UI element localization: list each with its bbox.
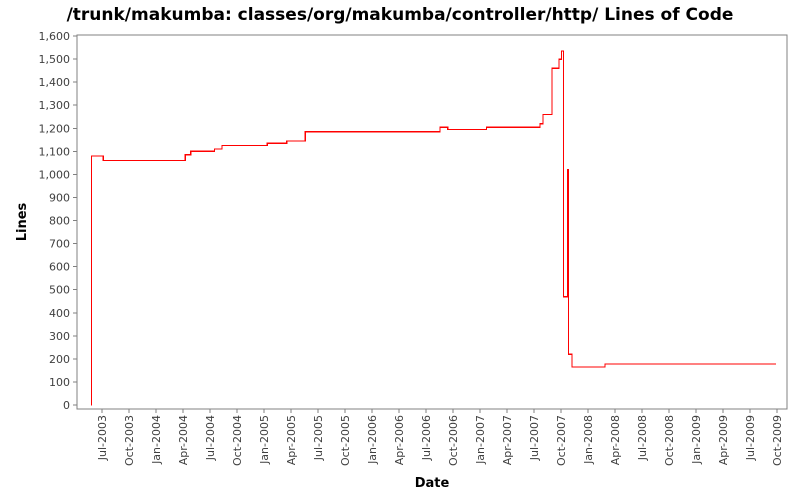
y-tick-label: 600 [49, 261, 70, 274]
x-tick-label: Oct-2006 [447, 415, 460, 466]
x-tick-label: Jul-2008 [636, 415, 649, 461]
x-tick-label: Jan-2009 [690, 415, 703, 465]
y-tick-label: 1,000 [39, 168, 71, 181]
x-tick-label: Oct-2007 [555, 415, 568, 466]
y-tick-label: 1,100 [39, 145, 71, 158]
y-tick-label: 300 [49, 330, 70, 343]
x-tick-label: Jul-2005 [312, 415, 325, 461]
chart-title: /trunk/makumba: classes/org/makumba/cont… [66, 5, 734, 25]
y-tick-label: 500 [49, 284, 70, 297]
y-tick-label: 1,300 [39, 99, 71, 112]
x-tick-label: Jul-2004 [204, 415, 217, 461]
x-tick-label: Oct-2003 [123, 415, 136, 466]
x-tick-label: Jan-2008 [582, 415, 595, 465]
y-tick-label: 1,400 [39, 76, 71, 89]
x-tick-label: Jul-2003 [96, 415, 109, 461]
y-tick-label: 100 [49, 376, 70, 389]
x-tick-label: Oct-2004 [231, 415, 244, 466]
x-tick-label: Apr-2004 [177, 415, 190, 465]
x-tick-label: Apr-2008 [609, 415, 622, 465]
y-tick-label: 1,500 [39, 53, 71, 66]
x-tick-label: Jan-2005 [258, 415, 271, 465]
x-tick-label: Oct-2008 [663, 415, 676, 466]
y-tick-label: 1,200 [39, 122, 71, 135]
y-tick-label: 900 [49, 191, 70, 204]
y-tick-label: 1,600 [39, 30, 71, 43]
x-tick-label: Apr-2005 [285, 415, 298, 465]
x-tick-label: Oct-2009 [771, 415, 784, 466]
x-tick-label: Jan-2007 [474, 415, 487, 465]
x-tick-label: Jan-2004 [150, 415, 163, 465]
x-tick-label: Oct-2005 [339, 415, 352, 466]
y-tick-label: 700 [49, 238, 70, 251]
y-tick-label: 400 [49, 307, 70, 320]
y-axis-title: Lines [15, 202, 30, 241]
x-tick-label: Apr-2007 [501, 415, 514, 465]
y-tick-label: 200 [49, 353, 70, 366]
y-tick-label: 800 [49, 215, 70, 228]
x-tick-label: Jul-2009 [744, 415, 757, 461]
plot-frame [76, 34, 788, 410]
y-tick-label: 0 [63, 399, 70, 412]
x-tick-label: Apr-2009 [717, 415, 730, 465]
x-tick-label: Jul-2007 [528, 415, 541, 461]
x-tick-label: Jan-2006 [366, 415, 379, 465]
x-tick-label: Apr-2006 [393, 415, 406, 465]
x-tick-label: Jul-2006 [420, 415, 433, 461]
x-axis-title: Date [415, 476, 450, 491]
series-line [90, 50, 776, 406]
